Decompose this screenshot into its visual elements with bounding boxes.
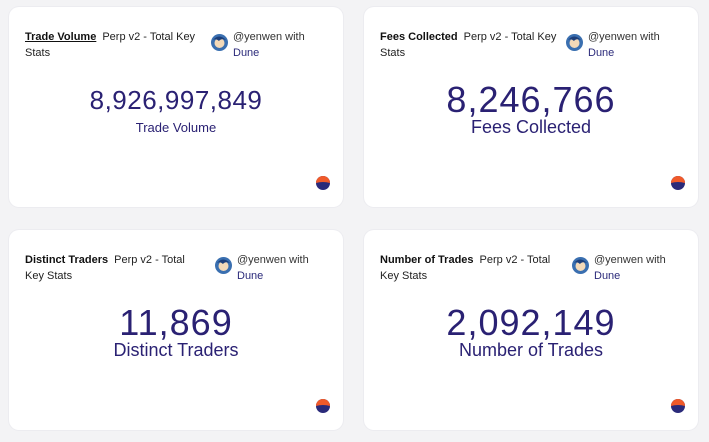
card-header: Number of Trades Perp v2 - Total Key Stat… xyxy=(380,252,560,284)
author-avatar-icon[interactable] xyxy=(572,257,589,274)
dune-logo-icon xyxy=(671,399,685,413)
author-handle[interactable]: @yenwen with xyxy=(594,254,666,266)
author-handle[interactable]: @yenwen with xyxy=(233,31,305,43)
card-title-link[interactable]: Trade Volume xyxy=(25,31,97,43)
dune-link[interactable]: Dune xyxy=(588,47,615,59)
counter-label: Distinct Traders xyxy=(113,340,239,360)
dune-link[interactable]: Dune xyxy=(237,270,264,282)
counter-card-distinct-traders: Distinct Traders Perp v2 - Total Key Stat… xyxy=(9,230,343,430)
counter-label: Number of Trades xyxy=(458,340,604,360)
card-title-link[interactable]: Fees Collected xyxy=(380,31,458,43)
dune-logo-icon xyxy=(671,176,685,190)
dune-link[interactable]: Dune xyxy=(594,270,621,282)
card-title-link[interactable]: Number of Trades xyxy=(380,254,474,266)
card-title-link[interactable]: Distinct Traders xyxy=(25,254,109,266)
counter-value: 11,869 xyxy=(119,302,233,343)
author-avatar-icon[interactable] xyxy=(566,34,583,51)
card-subtitle: Perp v2 - Total Key Stats xyxy=(380,254,551,282)
card-header: Trade Volume Perp v2 - Total Key Stats xyxy=(25,29,205,61)
dune-link[interactable]: Dune xyxy=(233,47,260,59)
card-header: Distinct Traders Perp v2 - Total Key Stat… xyxy=(25,252,205,284)
counter-card-number-of-trades: Number of Trades Perp v2 - Total Key Stat… xyxy=(364,230,698,430)
card-subtitle: Perp v2 - Total Key Stats xyxy=(25,31,196,59)
counter-value: 8,926,997,849 xyxy=(89,85,263,115)
counter-card-fees-collected: Fees Collected Perp v2 - Total Key Stats … xyxy=(364,7,698,207)
dune-logo-icon xyxy=(316,176,330,190)
card-header: Fees Collected Perp v2 - Total Key Stats xyxy=(380,29,560,61)
counter-card-trade-volume: Trade Volume Perp v2 - Total Key Stats @y… xyxy=(9,7,343,207)
author-handle[interactable]: @yenwen with xyxy=(588,31,660,43)
counter-label: Trade Volume xyxy=(135,120,217,135)
counter-label: Fees Collected xyxy=(470,117,592,137)
dune-logo-icon xyxy=(316,399,330,413)
counter-value: 8,246,766 xyxy=(446,79,616,120)
counter-value: 2,092,149 xyxy=(446,302,616,343)
author-avatar-icon[interactable] xyxy=(215,257,232,274)
author-avatar-icon[interactable] xyxy=(211,34,228,51)
card-subtitle: Perp v2 - Total Key Stats xyxy=(25,254,185,282)
card-subtitle: Perp v2 - Total Key Stats xyxy=(380,31,557,59)
author-handle[interactable]: @yenwen with xyxy=(237,254,309,266)
